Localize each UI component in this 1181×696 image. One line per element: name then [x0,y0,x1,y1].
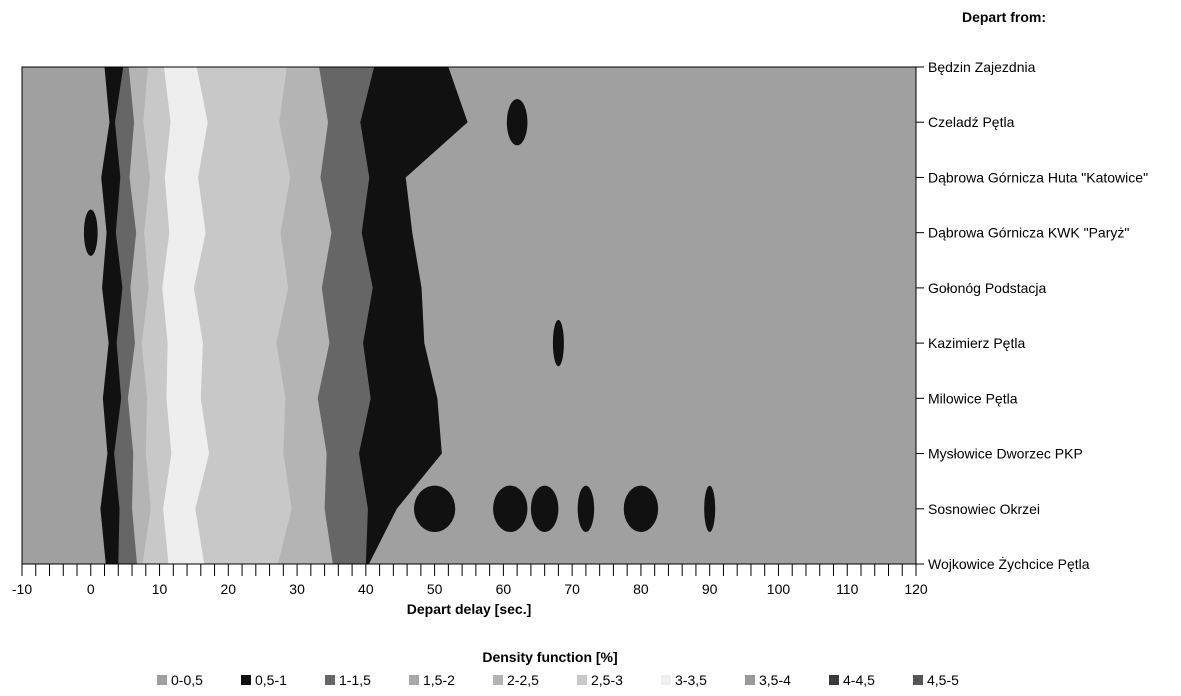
x-tick-label: -10 [12,581,32,597]
x-tick-label: 0 [87,581,95,597]
legend-swatch [913,675,923,685]
x-tick-label: 100 [767,581,791,597]
legend-label: 3,5-4 [759,672,791,688]
x-tick-label: 70 [564,581,580,597]
legend-swatch [745,675,755,685]
station-label: Dąbrowa Górnicza Huta "Katowice" [928,169,1148,185]
legend: 0-0,5 0,5-1 1-1,5 1,5-2 2-2,5 2,5-3 3-3,5 3,5-4… [157,672,959,688]
legend-swatch [325,675,335,685]
x-tick-label: 10 [152,581,168,597]
station-label: Będzin Zajezdnia [928,59,1036,75]
band-2,5-3 [141,67,292,564]
legend-swatch [829,675,839,685]
legend-label: 1,5-2 [423,672,455,688]
band-3-3,5 [162,67,210,564]
peak-4 [493,485,528,532]
y-axis-title: Depart from: [962,9,1046,25]
peak-6 [577,485,595,532]
legend-swatch [493,675,503,685]
legend-label: 0,5-1 [255,672,287,688]
legend-label: 0-0,5 [171,672,203,688]
station-label: Dąbrowa Górnicza KWK "Paryż" [928,225,1129,241]
x-tick-label: 50 [427,581,443,597]
legend-label: 4,5-5 [927,672,959,688]
station-label: Wojkowice Żychcice Pętla [928,555,1090,572]
x-tick-label: 40 [358,581,374,597]
station-label: Czeladź Pętla [928,114,1015,130]
x-tick-label: 110 [836,581,859,597]
legend-swatch [409,675,419,685]
plot-frame [21,66,917,565]
axes: -10 0 10 20 30 40 50 60 70 80 90 100 110 120 Będzin Za… [12,59,1148,597]
legend-swatch [157,675,167,685]
peak-0 [506,99,528,146]
legend-title: Density function [%] [482,649,617,665]
peak-7 [623,485,659,532]
legend-swatch [661,675,671,685]
x-tick-label: 80 [633,581,649,597]
x-tick-label: 90 [702,581,718,597]
station-label: Sosnowiec Okrzei [928,501,1040,517]
legend-label: 4-4,5 [843,672,875,688]
legend-label: 3-3,5 [675,672,707,688]
station-label: Mysłowice Dworzec PKP [928,446,1083,462]
legend-label: 2,5-3 [591,672,623,688]
station-label: Kazimierz Pętla [928,335,1025,351]
peak-8 [704,485,716,532]
peak-5 [530,485,559,532]
x-tick-label: 60 [496,581,512,597]
x-tick-label: 120 [904,581,928,597]
x-tick-label: 20 [221,581,237,597]
legend-swatch [577,675,587,685]
x-axis-title: Depart delay [sec.] [407,601,532,617]
legend-swatch [241,675,251,685]
legend-label: 2-2,5 [507,672,539,688]
peak-1 [83,209,98,256]
station-label: Gołonóg Podstacja [928,280,1047,296]
x-tick-label: 30 [289,581,305,597]
legend-label: 1-1,5 [339,672,371,688]
density-bands [83,67,716,564]
peak-3 [413,485,456,532]
peak-2 [552,319,564,367]
station-label: Milowice Pętla [928,390,1018,406]
